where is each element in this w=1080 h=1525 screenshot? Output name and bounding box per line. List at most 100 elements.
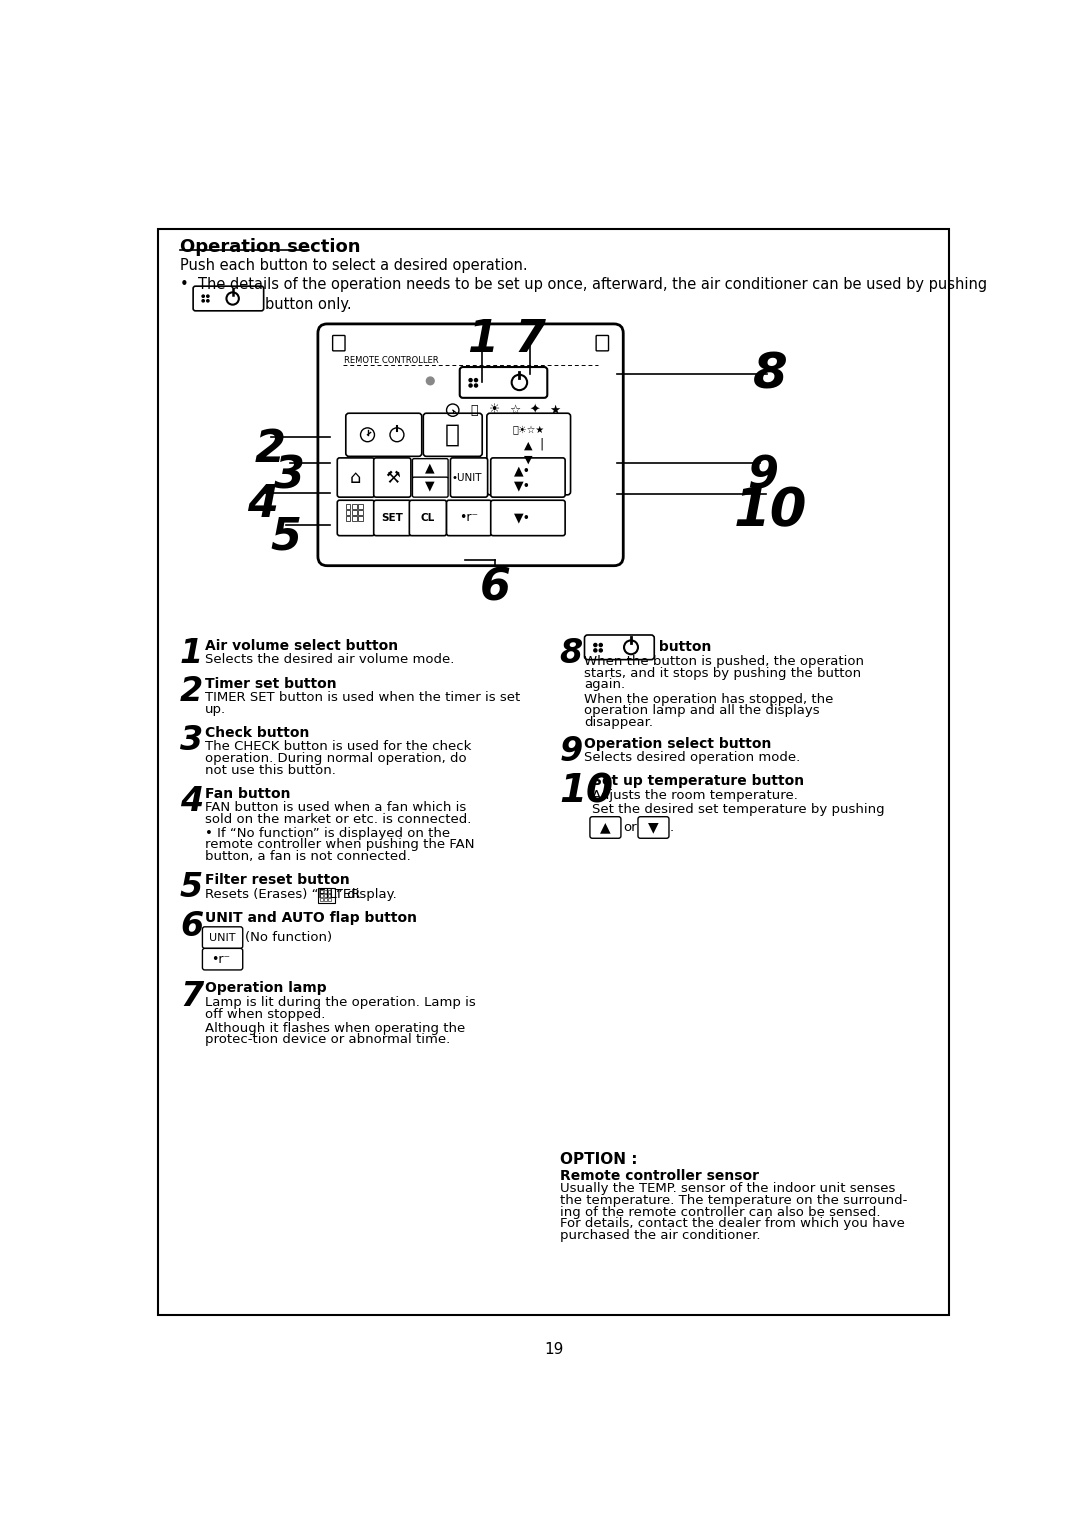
Text: button only.: button only.: [266, 297, 352, 313]
FancyBboxPatch shape: [202, 927, 243, 949]
Bar: [321, 891, 323, 894]
Text: 7: 7: [515, 317, 545, 361]
Bar: [328, 894, 332, 897]
FancyBboxPatch shape: [487, 413, 570, 494]
FancyBboxPatch shape: [333, 336, 345, 351]
Text: TIMER SET button is used when the timer is set: TIMER SET button is used when the timer …: [205, 691, 519, 705]
Circle shape: [594, 648, 597, 651]
Bar: [359, 511, 363, 515]
Text: CL: CL: [421, 512, 435, 523]
FancyBboxPatch shape: [596, 336, 608, 351]
Circle shape: [599, 644, 603, 647]
Bar: [352, 511, 356, 515]
Text: OPTION :: OPTION :: [559, 1151, 637, 1167]
Circle shape: [206, 299, 210, 302]
Bar: [352, 517, 356, 522]
Circle shape: [202, 294, 204, 297]
Text: Timer set button: Timer set button: [205, 677, 336, 691]
Text: operation lamp and all the displays: operation lamp and all the displays: [584, 705, 820, 717]
Text: Check button: Check button: [205, 726, 309, 740]
Bar: [321, 894, 323, 897]
Bar: [324, 891, 327, 894]
Bar: [324, 894, 327, 897]
Text: 1: 1: [180, 637, 203, 671]
FancyBboxPatch shape: [450, 458, 488, 497]
Text: up.: up.: [205, 703, 226, 715]
Text: 8: 8: [559, 637, 583, 671]
Text: UNIT and AUTO flap button: UNIT and AUTO flap button: [205, 912, 417, 926]
Text: ▼•: ▼•: [514, 511, 531, 525]
Circle shape: [599, 648, 603, 651]
Text: 8: 8: [753, 351, 788, 400]
Text: operation. During normal operation, do: operation. During normal operation, do: [205, 752, 467, 766]
FancyBboxPatch shape: [638, 817, 669, 839]
FancyBboxPatch shape: [590, 817, 621, 839]
FancyBboxPatch shape: [202, 949, 243, 970]
Text: remote controller when pushing the FAN: remote controller when pushing the FAN: [205, 839, 474, 851]
Text: 19: 19: [544, 1342, 563, 1357]
Text: ▲: ▲: [426, 462, 435, 474]
Text: Set the desired set temperature by pushing: Set the desired set temperature by pushi…: [592, 802, 885, 816]
Text: sold on the market or etc. is connected.: sold on the market or etc. is connected.: [205, 813, 471, 827]
FancyBboxPatch shape: [423, 413, 482, 456]
Text: 1: 1: [467, 317, 498, 361]
Text: protec-tion device or abnormal time.: protec-tion device or abnormal time.: [205, 1032, 450, 1046]
Text: Ⓐ: Ⓐ: [471, 404, 478, 416]
Circle shape: [427, 377, 434, 384]
FancyBboxPatch shape: [374, 500, 410, 535]
Bar: [359, 505, 363, 509]
Text: Remote controller sensor: Remote controller sensor: [559, 1168, 759, 1182]
FancyBboxPatch shape: [337, 500, 375, 535]
Circle shape: [474, 384, 477, 387]
Text: button: button: [654, 640, 712, 654]
Text: Resets (Erases) “FILTER: Resets (Erases) “FILTER: [205, 888, 364, 901]
Text: Lamp is lit during the operation. Lamp is: Lamp is lit during the operation. Lamp i…: [205, 996, 475, 1010]
Text: 3: 3: [180, 724, 203, 758]
FancyBboxPatch shape: [413, 459, 448, 479]
Text: 9: 9: [747, 454, 779, 497]
Bar: [346, 505, 350, 509]
Bar: [328, 891, 332, 894]
Text: 7: 7: [180, 981, 203, 1013]
Text: •r⁻: •r⁻: [459, 511, 478, 525]
Text: ⌂: ⌂: [350, 468, 362, 486]
Text: Air volume select button: Air volume select button: [205, 639, 397, 653]
Text: The CHECK button is used for the check: The CHECK button is used for the check: [205, 741, 471, 753]
Text: ⚒: ⚒: [384, 468, 400, 486]
Text: SET: SET: [381, 512, 403, 523]
Text: Selects the desired air volume mode.: Selects the desired air volume mode.: [205, 654, 454, 666]
Text: not use this button.: not use this button.: [205, 764, 336, 776]
Text: the temperature. The temperature on the surround-: the temperature. The temperature on the …: [559, 1194, 907, 1206]
Text: 10: 10: [559, 773, 613, 811]
Text: 2: 2: [255, 429, 286, 471]
Text: REMOTE CONTROLLER: REMOTE CONTROLLER: [345, 357, 438, 366]
Text: ing of the remote controller can also be sensed.: ing of the remote controller can also be…: [559, 1206, 880, 1218]
Text: Although it flashes when operating the: Although it flashes when operating the: [205, 1022, 465, 1034]
Text: ✦: ✦: [529, 404, 540, 416]
Text: ☀: ☀: [489, 404, 500, 416]
Text: ★: ★: [550, 404, 561, 416]
Text: • If “No function” is displayed on the: • If “No function” is displayed on the: [205, 827, 450, 840]
FancyBboxPatch shape: [490, 458, 565, 497]
Text: Selects desired operation mode.: Selects desired operation mode.: [584, 752, 800, 764]
Text: Push each button to select a desired operation.: Push each button to select a desired ope…: [180, 258, 527, 273]
Bar: [352, 505, 356, 509]
Text: Set up temperature button: Set up temperature button: [592, 775, 805, 788]
Text: off when stopped.: off when stopped.: [205, 1008, 325, 1020]
FancyBboxPatch shape: [409, 500, 446, 535]
Text: again.: again.: [584, 679, 625, 691]
FancyBboxPatch shape: [318, 323, 623, 566]
Text: When the operation has stopped, the: When the operation has stopped, the: [584, 692, 834, 706]
Circle shape: [474, 378, 477, 381]
Text: purchased the air conditioner.: purchased the air conditioner.: [559, 1229, 760, 1241]
FancyBboxPatch shape: [318, 888, 335, 903]
Text: |: |: [539, 438, 543, 450]
FancyBboxPatch shape: [346, 413, 422, 456]
Text: For details, contact the dealer from which you have: For details, contact the dealer from whi…: [559, 1217, 905, 1231]
FancyBboxPatch shape: [460, 368, 548, 398]
Text: ▲•: ▲•: [514, 465, 531, 477]
Text: •  The details of the operation needs to be set up once, afterward, the air cond: • The details of the operation needs to …: [180, 278, 987, 291]
FancyBboxPatch shape: [193, 287, 264, 311]
Circle shape: [202, 299, 204, 302]
Text: •r⁻: •r⁻: [211, 953, 230, 965]
